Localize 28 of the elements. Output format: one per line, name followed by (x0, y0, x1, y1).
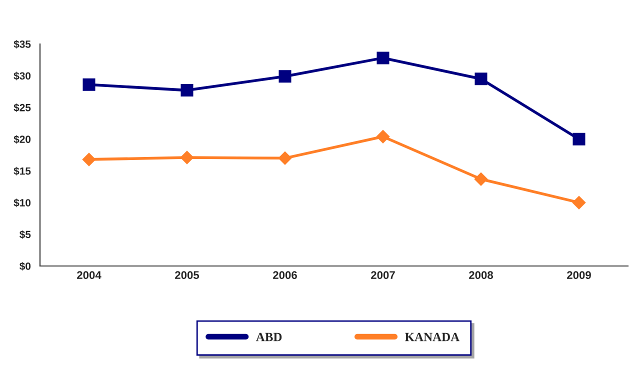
point (278, 152, 292, 165)
point (474, 72, 488, 86)
point (376, 130, 390, 144)
y-tick-label: $25 (14, 103, 31, 112)
point (180, 84, 194, 97)
point (278, 70, 292, 83)
point (180, 150, 194, 164)
x-tick-label: 2009 (567, 271, 591, 280)
point (572, 132, 586, 146)
y-tick-label: $35 (14, 40, 31, 49)
point (82, 152, 96, 166)
point (376, 52, 390, 64)
y-tick-label: $0 (20, 262, 31, 271)
x-tick-label: 2008 (469, 271, 494, 280)
y-tick-label: $15 (14, 166, 31, 176)
x-tick-label: 2007 (371, 271, 395, 280)
y-tick-label: $10 (14, 198, 31, 208)
point (474, 172, 488, 186)
legend-label: ABD (256, 332, 282, 342)
y-tick-label: $5 (20, 230, 31, 239)
point (82, 78, 96, 91)
x-tick-label: 2004 (77, 271, 102, 280)
y-tick-label: $20 (14, 135, 31, 144)
x-tick-label: 2005 (175, 271, 200, 280)
legend-label: KANADA (404, 332, 460, 342)
x-tick-label: 2006 (273, 271, 297, 280)
y-tick-label: $30 (14, 72, 31, 80)
point (572, 196, 586, 210)
